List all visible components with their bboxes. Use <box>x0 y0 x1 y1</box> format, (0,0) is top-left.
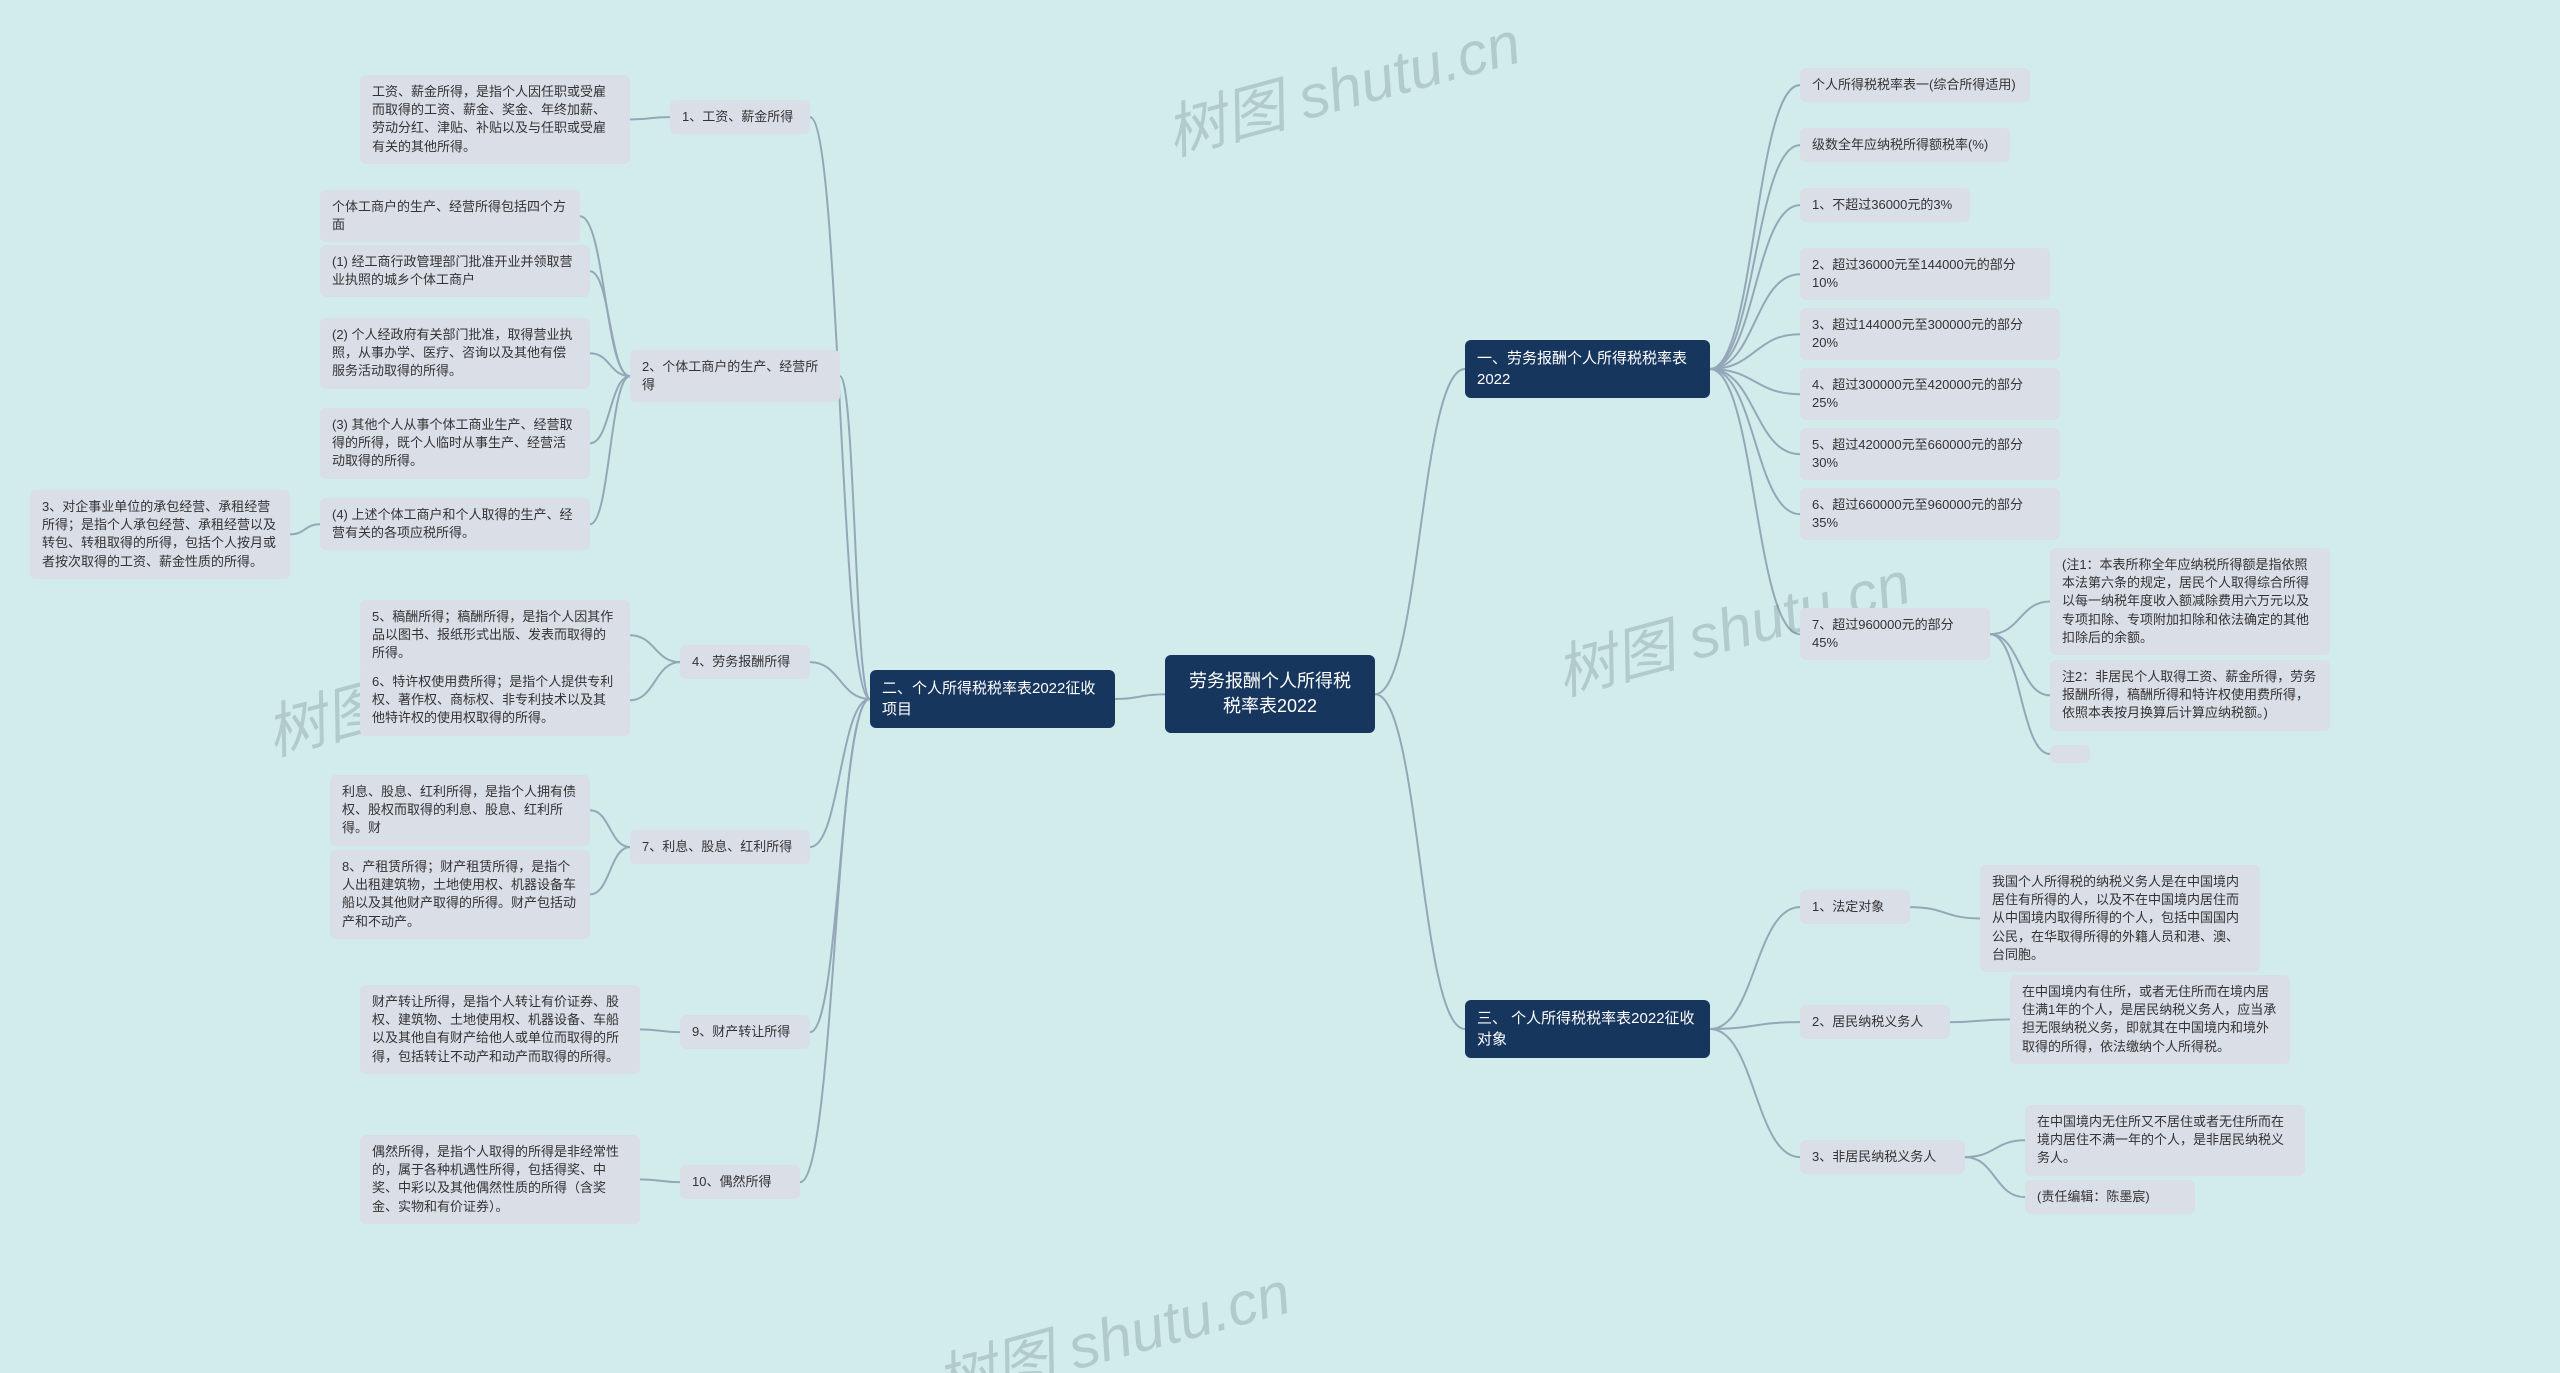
branch1-item-0: 个人所得税税率表一(综合所得适用) <box>1800 68 2030 102</box>
watermark: 树图 shutu.cn <box>925 1244 1299 1373</box>
branch2-item-2-extra: 3、对企事业单位的承包经营、承租经营所得；是指个人承包经营、承租经营以及转包、转… <box>30 490 290 579</box>
branch1-item-8: 7、超过960000元的部分45% <box>1800 608 1990 660</box>
branch2-item-2-sub-d: (3) 其他个人从事个体工商业生产、经营取得的所得，既个人临时从事生产、经营活动… <box>320 408 590 479</box>
branch1-item-4: 3、超过144000元至300000元的部分20% <box>1800 308 2060 360</box>
branch1-note-2: 注2：非居民个人取得工资、薪金所得，劳务报酬所得，稿酬所得和特许权使用费所得，依… <box>2050 660 2330 731</box>
branch2-item-2-sub-e: (4) 上述个体工商户和个人取得的生产、经营有关的各项应税所得。 <box>320 498 590 550</box>
branch1-note-1: (注1：本表所称全年应纳税所得额是指依照本法第六条的规定，居民个人取得综合所得以… <box>2050 548 2330 655</box>
branch3-item-c: 3、非居民纳税义务人 <box>1800 1140 1965 1174</box>
branch2-item-10: 10、偶然所得 <box>680 1165 800 1199</box>
branch1-note-empty <box>2050 745 2090 763</box>
branch2-item-4-sub-b: 6、特许权使用费所得；是指个人提供专利权、著作权、商标权、非专利技术以及其他特许… <box>360 665 630 736</box>
branch3-item-b-desc: 在中国境内有住所，或者无住所而在境内居住满1年的个人，是居民纳税义务人，应当承担… <box>2010 975 2290 1064</box>
branch1-item-1: 级数全年应纳税所得额税率(%) <box>1800 128 2010 162</box>
branch3-item-a-desc: 我国个人所得税的纳税义务人是在中国境内居住有所得的人，以及不在中国境内居住而从中… <box>1980 865 2260 972</box>
branch2-item-7: 7、利息、股息、红利所得 <box>630 830 810 864</box>
branch3-item-b: 2、居民纳税义务人 <box>1800 1005 1950 1039</box>
root-node[interactable]: 劳务报酬个人所得税税率表2022 <box>1165 655 1375 733</box>
watermark: 树图 shutu.cn <box>1155 0 1529 173</box>
branch2-item-2-sub-c: (2) 个人经政府有关部门批准，取得营业执照，从事办学、医疗、咨询以及其他有偿服… <box>320 318 590 389</box>
branch1-item-5: 4、超过300000元至420000元的部分25% <box>1800 368 2060 420</box>
branch2-item-2-sub-b: (1) 经工商行政管理部门批准开业并领取营业执照的城乡个体工商户 <box>320 245 590 297</box>
branch2-item-4-sub-a: 5、稿酬所得；稿酬所得，是指个人因其作品以图书、报纸形式出版、发表而取得的所得。 <box>360 600 630 671</box>
branch2-item-2-sub-a: 个体工商户的生产、经营所得包括四个方面 <box>320 190 580 242</box>
branch2-item-2: 2、个体工商户的生产、经营所得 <box>630 350 840 402</box>
branch-1[interactable]: 一、劳务报酬个人所得税税率表2022 <box>1465 340 1710 398</box>
branch2-item-1-desc: 工资、薪金所得，是指个人因任职或受雇而取得的工资、薪金、奖金、年终加薪、劳动分红… <box>360 75 630 164</box>
branch2-item-9: 9、财产转让所得 <box>680 1015 810 1049</box>
branch2-item-7-sub-a: 利息、股息、红利所得，是指个人拥有债权、股权而取得的利息、股息、红利所得。财 <box>330 775 590 846</box>
branch2-item-7-sub-b: 8、产租赁所得；财产租赁所得，是指个人出租建筑物，土地使用权、机器设备车船以及其… <box>330 850 590 939</box>
branch1-item-3: 2、超过36000元至144000元的部分10% <box>1800 248 2050 300</box>
branch3-item-c-desc1: 在中国境内无住所又不居住或者无住所而在境内居住不满一年的个人，是非居民纳税义务人… <box>2025 1105 2305 1176</box>
branch2-item-9-desc: 财产转让所得，是指个人转让有价证券、股权、建筑物、土地使用权、机器设备、车船以及… <box>360 985 640 1074</box>
branch-2[interactable]: 二、个人所得税税率表2022征收项目 <box>870 670 1115 728</box>
branch2-item-1: 1、工资、薪金所得 <box>670 100 810 134</box>
branch2-item-4: 4、劳务报酬所得 <box>680 645 810 679</box>
branch1-item-7: 6、超过660000元至960000元的部分35% <box>1800 488 2060 540</box>
branch3-item-a: 1、法定对象 <box>1800 890 1910 924</box>
branch3-item-c-desc2: (责任编辑：陈墨宸) <box>2025 1180 2195 1214</box>
branch2-item-10-desc: 偶然所得，是指个人取得的所得是非经常性的，属于各种机遇性所得，包括得奖、中奖、中… <box>360 1135 640 1224</box>
branch1-item-2: 1、不超过36000元的3% <box>1800 188 1970 222</box>
branch-3[interactable]: 三、 个人所得税税率表2022征收对象 <box>1465 1000 1710 1058</box>
branch1-item-6: 5、超过420000元至660000元的部分30% <box>1800 428 2060 480</box>
